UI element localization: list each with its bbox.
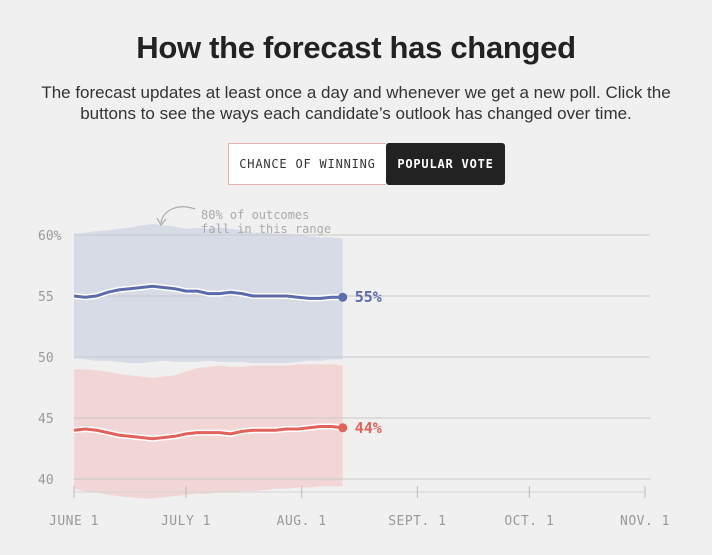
x-tick-label: NOV. 1 bbox=[620, 514, 670, 529]
y-tick-label: 40 bbox=[38, 473, 54, 488]
annotation-arrowhead bbox=[156, 217, 167, 227]
y-tick-label: 50 bbox=[38, 351, 54, 366]
y-tick-label: 55 bbox=[38, 290, 54, 305]
popular-vote-button[interactable]: POPULAR VOTE bbox=[386, 143, 505, 185]
y-tick-label: 45 bbox=[38, 412, 54, 427]
x-tick-label: JULY 1 bbox=[161, 514, 211, 529]
chance-of-winning-button[interactable]: CHANCE OF WINNING bbox=[228, 143, 386, 185]
x-tick-label: JUNE 1 bbox=[49, 514, 99, 529]
series-end-dot-0 bbox=[338, 292, 348, 302]
page-title: How the forecast has changed bbox=[136, 30, 576, 65]
annotation-text-line-1: 80% of outcomes bbox=[201, 208, 309, 222]
annotation-arrow bbox=[160, 206, 196, 224]
page-subtitle: The forecast updates at least once a day… bbox=[41, 83, 671, 123]
metric-toggle: CHANCE OF WINNING POPULAR VOTE bbox=[228, 143, 505, 185]
annotation-text-line-2: fall in this range bbox=[201, 222, 331, 236]
x-tick-label: SEPT. 1 bbox=[388, 514, 446, 529]
y-tick-label: 60% bbox=[38, 229, 62, 244]
series-line-0 bbox=[73, 284, 343, 300]
series-end-label-0: 55% bbox=[355, 288, 382, 306]
series-end-dot-1 bbox=[338, 423, 348, 433]
series-end-label-1: 44% bbox=[355, 419, 382, 437]
x-tick-label: AUG. 1 bbox=[277, 514, 327, 529]
x-tick-label: OCT. 1 bbox=[504, 514, 554, 529]
series-line-1 bbox=[73, 425, 343, 441]
